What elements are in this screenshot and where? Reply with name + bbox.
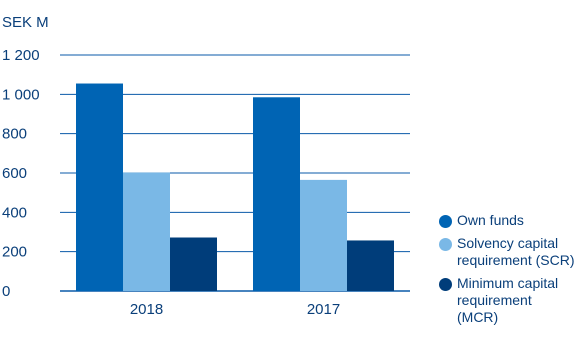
legend-item-mcr: Minimum capital requirement (MCR) — [439, 275, 575, 326]
y-tick-label: 0 — [2, 283, 10, 300]
y-tick-label: 1 200 — [2, 47, 40, 64]
bar-2017-series-1 — [300, 179, 347, 291]
y-tick-label: 1 000 — [2, 86, 40, 103]
y-tick-label: 400 — [2, 204, 27, 221]
legend-swatch-scr — [439, 238, 452, 251]
x-axis-ticks: 2018 2017 — [130, 301, 340, 318]
bar-2017-series-0 — [253, 97, 300, 292]
legend-swatch-mcr — [439, 278, 452, 291]
legend-item-own-funds: Own funds — [439, 212, 575, 229]
legend-label-scr: Solvency capital requirement (SCR) — [457, 235, 575, 268]
y-axis-ticks: 0 200 400 600 800 1 000 1 200 — [2, 47, 40, 300]
legend-label-own-funds: Own funds — [457, 212, 524, 228]
y-tick-label: 200 — [2, 244, 27, 261]
bar-2018-series-1 — [123, 172, 170, 291]
y-tick-label: 600 — [2, 165, 27, 182]
x-tick-label: 2018 — [130, 301, 163, 318]
bar-2018-series-0 — [76, 83, 123, 292]
legend-swatch-own-funds — [439, 215, 452, 228]
legend: Own funds Solvency capital requirement (… — [439, 212, 575, 332]
y-tick-label: 800 — [2, 126, 27, 143]
y-axis-unit-label: SEK M — [2, 14, 49, 31]
bar-2018-series-2 — [170, 237, 217, 291]
x-tick-label: 2017 — [307, 301, 340, 318]
bars — [76, 83, 394, 292]
legend-label-mcr: Minimum capital requirement (MCR) — [457, 275, 559, 325]
bar-2017-series-2 — [347, 240, 394, 291]
legend-item-scr: Solvency capital requirement (SCR) — [439, 235, 575, 269]
